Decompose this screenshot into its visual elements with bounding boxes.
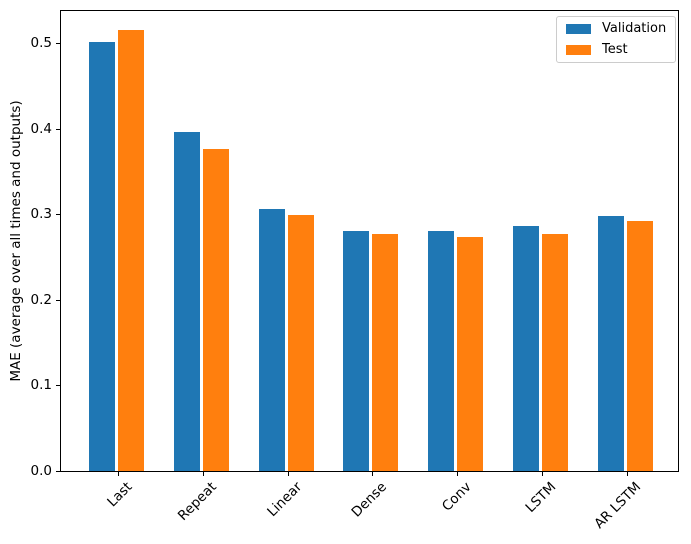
y-axis-label: MAE (average over all times and outputs): [8, 100, 24, 382]
x-tick-label-last: Last: [104, 479, 136, 511]
bar-test-repeat: [202, 148, 229, 471]
y-tick-label-0.2: 0.2: [30, 291, 52, 308]
y-tick-mark-0.0: [56, 471, 60, 472]
plot-area: [60, 10, 679, 472]
legend-label-test: Test: [602, 42, 628, 57]
bar-validation-ar-lstm: [597, 216, 624, 471]
x-tick-mark-last: [118, 472, 119, 476]
legend: Validation Test: [556, 16, 677, 63]
bar-validation-last: [89, 42, 115, 471]
x-tick-label-linear: Linear: [263, 479, 305, 520]
legend-swatch-test: [566, 45, 591, 55]
x-tick-label-repeat: Repeat: [175, 479, 221, 524]
legend-swatch-validation: [566, 24, 591, 34]
legend-item-test: Test: [566, 43, 666, 57]
y-tick-label-0.5: 0.5: [30, 35, 52, 52]
y-tick-mark-0.1: [56, 385, 60, 387]
bar-test-ar-lstm: [626, 221, 653, 471]
y-tick-mark-0.2: [56, 299, 60, 301]
y-tick-mark-0.3: [56, 214, 60, 216]
x-tick-mark-conv: [457, 472, 458, 476]
bar-test-lstm: [541, 234, 568, 471]
y-tick-label-0.4: 0.4: [30, 120, 52, 137]
x-tick-label-ar-lstm: AR LSTM: [590, 479, 644, 532]
bar-validation-conv: [428, 231, 454, 471]
x-tick-mark-repeat: [202, 472, 204, 476]
y-tick-label-0.3: 0.3: [30, 206, 52, 223]
bar-test-last: [118, 30, 144, 471]
bar-test-dense: [372, 234, 399, 471]
bar-validation-repeat: [173, 132, 200, 471]
bar-validation-lstm: [512, 226, 539, 471]
bar-test-conv: [457, 236, 483, 471]
bar-test-linear: [287, 215, 314, 471]
bar-validation-dense: [343, 231, 370, 471]
y-tick-label-0.0: 0.0: [30, 463, 52, 479]
bar-validation-linear: [258, 209, 285, 471]
legend-label-validation: Validation: [602, 21, 667, 36]
x-tick-label-lstm: LSTM: [522, 479, 560, 516]
y-tick-label-0.1: 0.1: [30, 377, 52, 394]
x-tick-mark-ar-lstm: [626, 472, 628, 476]
bars-layer: [61, 11, 678, 471]
y-tick-mark-0.5: [56, 43, 60, 45]
x-tick-mark-lstm: [541, 472, 543, 476]
x-tick-label-dense: Dense: [348, 479, 390, 521]
x-tick-label-conv: Conv: [438, 479, 475, 515]
y-tick-mark-0.4: [56, 128, 60, 130]
x-tick-mark-linear: [287, 472, 289, 476]
x-tick-mark-dense: [372, 472, 374, 476]
legend-item-validation: Validation: [566, 22, 666, 36]
